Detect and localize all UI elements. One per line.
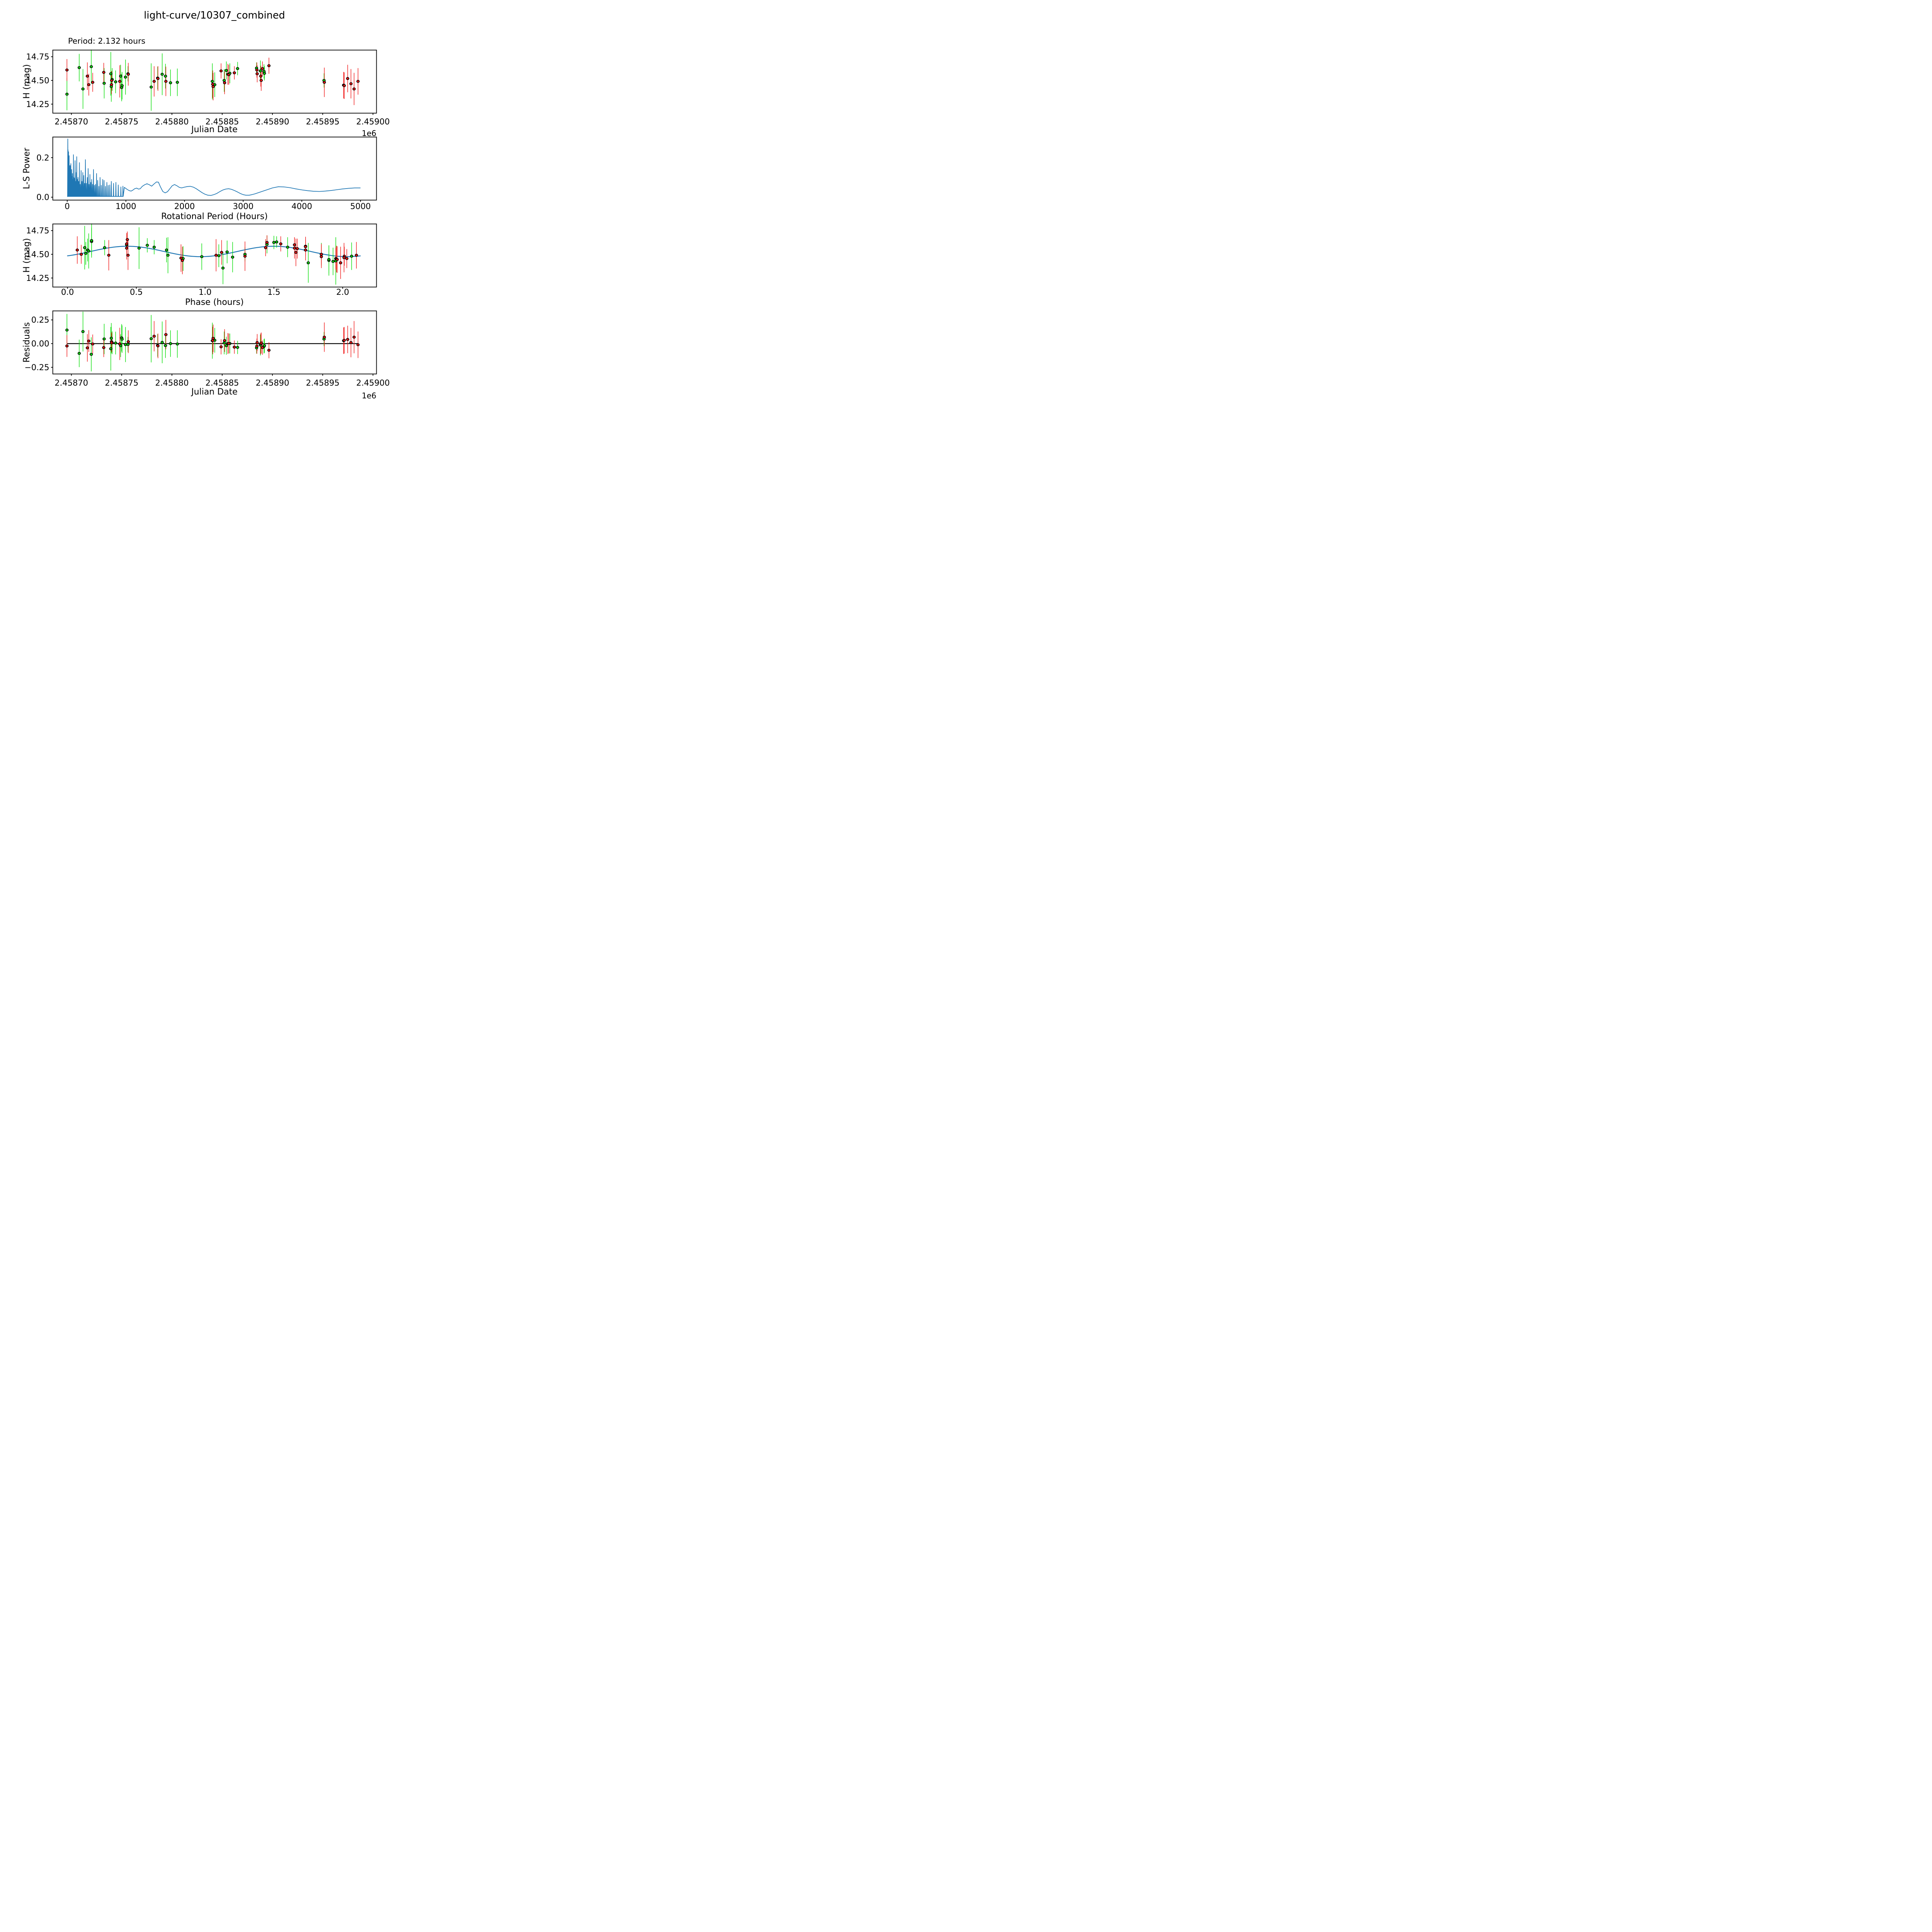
phased-points (75, 223, 358, 285)
y-tick-label: 0.25 (31, 315, 49, 325)
x-tick-label: 1.0 (199, 287, 211, 297)
x-tick-label: 2.45880 (155, 117, 189, 126)
x-tick-label: 2.45885 (206, 117, 239, 126)
y-tick-label: 14.75 (26, 52, 49, 61)
figure-title: light-curve/10307_combined (144, 10, 285, 21)
x-tick-label: 2.0 (336, 287, 349, 297)
p3-xlabel: Phase (hours) (185, 298, 244, 307)
y-tick-label: 0.00 (31, 339, 49, 349)
p4-xlabel: Julian Date (190, 387, 238, 397)
x-tick-label: 2.45890 (256, 378, 289, 388)
panel-residuals: 2.45870 2.45875 2.45880 2.45885 2.45890 2.458… (24, 310, 390, 388)
lightcurve-points (65, 49, 360, 111)
x-tick-label: 1000 (116, 202, 136, 211)
axes-periodogram: 0 1000 2000 3000 4000 5000 0.0 0.2 (36, 136, 377, 211)
p1-ylabel: H (mag) (22, 64, 32, 99)
axes-residuals: 2.45870 2.45875 2.45880 2.45885 2.45890 2.458… (24, 310, 390, 388)
p3-ylabel: H (mag) (22, 238, 32, 273)
x-tick-label: 2.45900 (356, 378, 390, 388)
panel-jd-lightcurve: 2.45870 2.45875 2.45880 2.45885 2.45890 2.458… (26, 49, 390, 126)
x-tick-label: 2.45900 (356, 117, 390, 126)
y-tick-label: 14.50 (26, 250, 49, 259)
panel-periodogram: 0 1000 2000 3000 4000 5000 0.0 0.2 (36, 136, 377, 211)
residual-points (65, 311, 360, 372)
x-tick-label: 4000 (291, 202, 312, 211)
panel-phased-lightcurve: 0.0 0.5 1.0 1.5 2.0 14.25 14.50 14.75 (26, 223, 377, 297)
x-tick-label: 3000 (233, 202, 253, 211)
y-tick-label: 0.2 (36, 153, 49, 162)
p4-offset-label: 1e6 (362, 391, 376, 400)
axes-jd-lightcurve: 2.45870 2.45875 2.45880 2.45885 2.45890 2.458… (26, 49, 390, 126)
p2-ylabel: L-S Power (22, 147, 32, 189)
y-tick-label: 14.25 (26, 274, 49, 283)
x-tick-label: 2.45885 (206, 378, 239, 388)
periodogram-line (67, 138, 361, 197)
p1-offset-label: 1e6 (362, 129, 376, 138)
y-tick-label: 14.50 (26, 76, 49, 85)
panels-root: 2.45870 2.45875 2.45880 2.45885 2.45890 2.458… (24, 49, 390, 388)
y-tick-label: 14.75 (26, 226, 49, 235)
x-tick-label: 2.45890 (256, 117, 289, 126)
p4-ylabel: Residuals (22, 322, 32, 362)
p2-xlabel: Rotational Period (Hours) (161, 212, 268, 221)
x-tick-label: 2.45895 (306, 378, 340, 388)
phase-fit-curve (67, 246, 361, 257)
x-tick-label: 5000 (350, 202, 371, 211)
axes-phased-lightcurve: 0.0 0.5 1.0 1.5 2.0 14.25 14.50 14.75 (26, 223, 377, 297)
x-tick-label: 0.5 (130, 287, 143, 297)
x-tick-label: 2.45870 (54, 378, 88, 388)
x-tick-label: 2.45880 (155, 378, 189, 388)
x-tick-label: 2.45875 (105, 117, 138, 126)
x-tick-label: 2000 (174, 202, 195, 211)
y-tick-label: 14.25 (26, 100, 49, 109)
x-tick-label: 0.0 (61, 287, 74, 297)
p1-xlabel: Julian Date (190, 125, 238, 134)
x-tick-label: 2.45875 (105, 378, 138, 388)
x-tick-label: 1.5 (267, 287, 280, 297)
y-tick-label: −0.25 (24, 363, 49, 372)
plots-canvas: light-curve/10307_combined Period: 2.132… (22, 10, 390, 400)
y-tick-label: 0.0 (36, 193, 49, 202)
x-tick-label: 0 (65, 202, 70, 211)
period-annotation: Period: 2.132 hours (68, 36, 145, 46)
x-tick-label: 2.45895 (306, 117, 340, 126)
x-tick-label: 2.45870 (54, 117, 88, 126)
light-curve-figure: light-curve/10307_combined Period: 2.132… (0, 0, 417, 417)
